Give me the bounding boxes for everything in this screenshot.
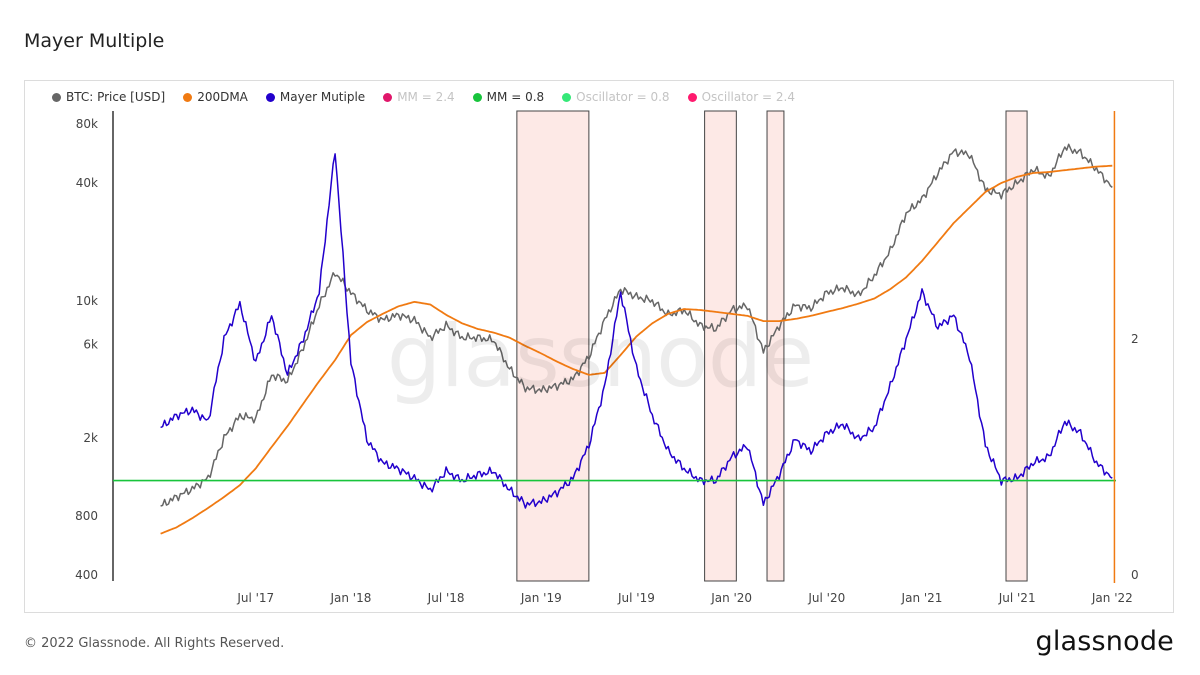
x-tick-3: Jan '19 [520, 591, 562, 605]
y-left-tick-4: 2k [83, 431, 98, 445]
legend-label-btc-price: BTC: Price [USD] [66, 90, 166, 104]
y-left-tick-2: 10k [76, 294, 98, 308]
chart-watermark: glassnode [387, 307, 813, 407]
legend-label-mm-2-4: MM = 2.4 [397, 90, 455, 104]
legend-swatch-oscillator-0-8 [562, 92, 572, 102]
highlight-range-1 [516, 110, 590, 582]
x-tick-6: Jul '20 [807, 591, 845, 605]
y-left-tick-6: 400 [75, 568, 98, 582]
y-left-tick-1: 40k [76, 176, 98, 190]
chart-panel [24, 80, 1174, 613]
legend-swatch-200dma [183, 92, 193, 102]
highlight-range-4 [1005, 110, 1028, 582]
legend-item-mayer-multiple[interactable]: Mayer Mutiple [265, 90, 366, 104]
x-tick-0: Jul '17 [236, 591, 274, 605]
legend-swatch-mm-0-8 [472, 92, 482, 102]
legend-label-200dma: 200DMA [197, 90, 248, 104]
legend-swatch-btc-price [52, 92, 61, 102]
y-right-tick-0: 2 [1131, 332, 1139, 346]
series-line-btc-price-usd [160, 143, 1113, 507]
legend-swatch-mm-2-4 [383, 92, 393, 102]
legend-item-oscillator-0-8[interactable]: Oscillator = 0.8 [562, 90, 670, 104]
x-tick-2: Jul '18 [427, 591, 465, 605]
x-tick-7: Jan '21 [901, 591, 943, 605]
legend-swatch-oscillator-2-4 [687, 92, 697, 102]
x-tick-9: Jan '22 [1091, 591, 1133, 605]
y-left-tick-3: 6k [83, 337, 98, 351]
series-line-200dma [160, 164, 1113, 535]
copyright-footer: © 2022 Glassnode. All Rights Reserved. [24, 636, 285, 651]
legend-label-oscillator-0-8: Oscillator = 0.8 [576, 90, 670, 104]
legend-item-200dma[interactable]: 200DMA [183, 90, 248, 104]
legend-label-mayer-multiple: Mayer Mutiple [279, 90, 366, 104]
series-line-mayer-mutiple [160, 153, 1113, 509]
chart-title: Mayer Multiple [24, 30, 165, 52]
highlight-range-2 [704, 110, 737, 582]
legend-swatch-mayer-multiple [265, 92, 275, 102]
y-left-tick-0: 80k [76, 117, 98, 131]
x-tick-5: Jan '20 [710, 591, 752, 605]
chart-legend: BTC: Price [USD] 200DMA Mayer Mutiple MM… [52, 90, 795, 104]
y-left-tick-5: 800 [75, 509, 98, 523]
legend-item-oscillator-2-4[interactable]: Oscillator = 2.4 [687, 90, 795, 104]
glassnode-logo[interactable]: glassnode [1035, 626, 1174, 657]
legend-item-mm-0-8[interactable]: MM = 0.8 [472, 90, 545, 104]
y-right-tick-1: 0 [1131, 568, 1139, 582]
legend-item-btc-price[interactable]: BTC: Price [USD] [52, 90, 165, 104]
legend-label-mm-0-8: MM = 0.8 [486, 90, 545, 104]
x-tick-8: Jul '21 [998, 591, 1036, 605]
legend-label-oscillator-2-4: Oscillator = 2.4 [701, 90, 795, 104]
x-tick-1: Jan '18 [329, 591, 371, 605]
legend-item-mm-2-4[interactable]: MM = 2.4 [383, 90, 455, 104]
x-tick-4: Jul '19 [617, 591, 655, 605]
